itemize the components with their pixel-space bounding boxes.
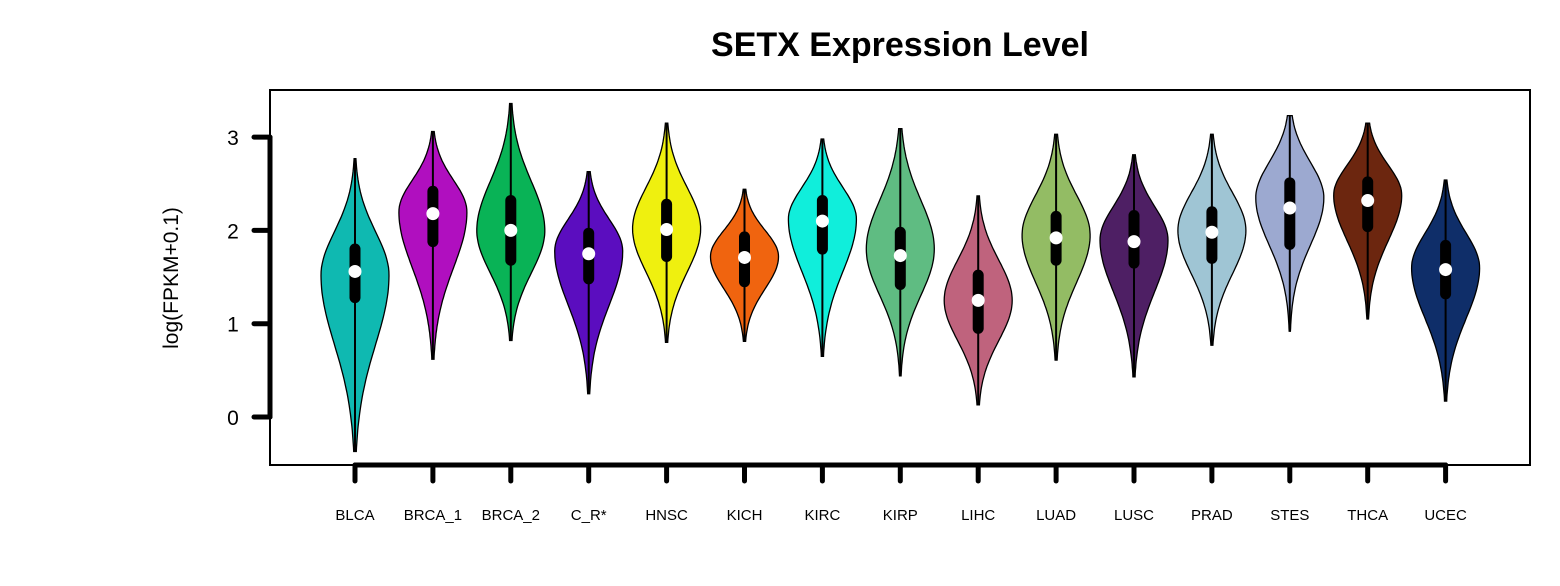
median-point — [504, 223, 518, 237]
x-tick-label: LIHC — [961, 507, 995, 524]
median-point — [1439, 263, 1453, 277]
x-tick-label: KIRP — [883, 507, 918, 524]
violin-lihc — [943, 195, 1013, 406]
x-tick-label: KIRC — [804, 507, 840, 524]
x-tick-label: C_R* — [571, 507, 607, 524]
median-point — [815, 214, 829, 228]
chart-title: SETX Expression Level — [711, 26, 1089, 64]
median-point — [1361, 194, 1375, 208]
median-point — [1283, 201, 1297, 215]
violin-thca — [1333, 122, 1403, 320]
violin-kirp — [865, 128, 935, 377]
violin-prad — [1177, 133, 1247, 346]
violin-stes — [1255, 114, 1325, 332]
x-tick-label: HNSC — [645, 507, 688, 524]
median-point — [426, 207, 440, 221]
x-tick-label: BLCA — [335, 507, 374, 524]
violin-ucec — [1410, 179, 1481, 402]
violin-brca-2 — [476, 102, 546, 342]
median-point — [971, 293, 985, 307]
violin-kich — [709, 188, 780, 343]
median-point — [660, 222, 674, 236]
x-tick-label: PRAD — [1191, 507, 1233, 524]
median-point — [1049, 231, 1063, 245]
median-point — [1127, 235, 1141, 249]
y-axis: 0 1 2 3 — [227, 127, 273, 430]
violin-luad — [1021, 133, 1091, 361]
x-tick-label: LUSC — [1114, 507, 1154, 524]
violin-brca-1 — [398, 130, 468, 360]
violin-lusc — [1099, 154, 1169, 378]
y-tick-label: 1 — [227, 314, 239, 337]
y-tick-label: 2 — [227, 220, 239, 243]
y-tick-label: 0 — [227, 407, 239, 430]
median-point — [893, 249, 907, 263]
x-tick-label: UCEC — [1424, 507, 1467, 524]
median-point — [1205, 225, 1219, 239]
median-point — [582, 247, 596, 261]
x-tick-label: BRCA_2 — [482, 507, 540, 524]
median-point — [348, 264, 362, 278]
violin-blca — [320, 157, 390, 453]
x-tick-label: THCA — [1347, 507, 1388, 524]
y-axis-title: log(FPKM+0.1) — [160, 207, 183, 349]
x-tick-label: BRCA_1 — [404, 507, 462, 524]
median-point — [738, 250, 751, 264]
violin-kirc — [787, 138, 858, 358]
x-tick-label: STES — [1270, 507, 1309, 524]
x-tick-label: LUAD — [1036, 507, 1076, 524]
violin-c-r- — [554, 170, 624, 395]
violins — [320, 102, 1481, 453]
x-tick-label: KICH — [727, 507, 763, 524]
x-axis: BLCA BRCA_1 BRCA_2 C_R* HNSC KICH KIRC KIRP LIHC… — [335, 462, 1467, 524]
y-tick-label: 3 — [227, 127, 239, 150]
violin-hnsc — [631, 122, 702, 344]
